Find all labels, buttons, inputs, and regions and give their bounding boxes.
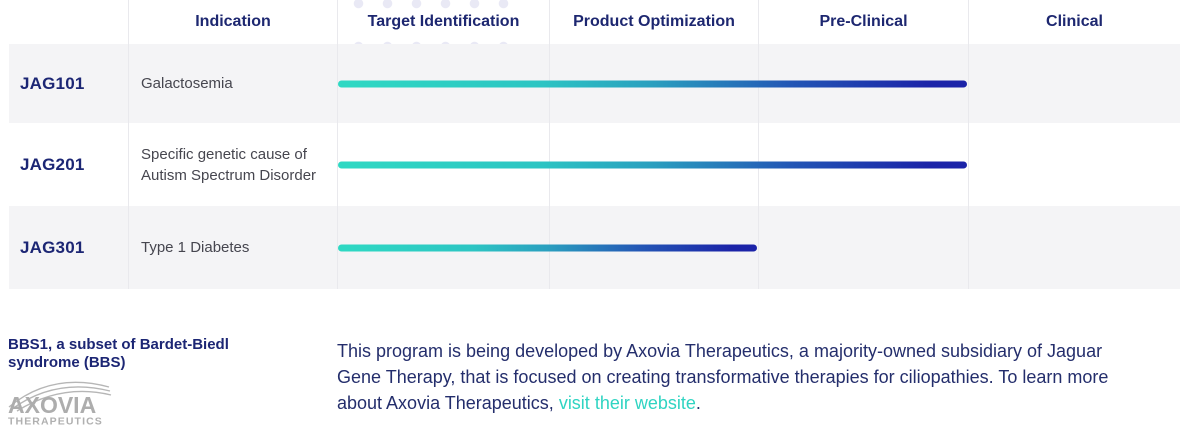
column-header-pre-clinical: Pre-Clinical <box>758 0 968 44</box>
table-row: JAG301 Type 1 Diabetes <box>9 206 1180 289</box>
column-header-label: Indication <box>195 13 271 30</box>
stage-cell <box>758 206 968 289</box>
logo-arc <box>8 381 110 408</box>
stage-cell <box>968 44 1180 123</box>
footer-left: BBS1, a subset of Bardet-Biedl syndrome … <box>8 336 337 426</box>
column-header-program <box>9 0 128 44</box>
column-header-target-identification: Target Identification <box>337 0 549 68</box>
stage-cell <box>337 123 549 206</box>
stage-cell <box>968 123 1180 206</box>
indication-text: Specific genetic cause of Autism Spectru… <box>128 123 337 206</box>
stage-cell <box>968 206 1180 289</box>
indication-text: Type 1 Diabetes <box>128 206 337 289</box>
column-header-label: Clinical <box>1046 13 1103 30</box>
column-header-clinical: Clinical <box>968 0 1180 44</box>
logo-subtitle: THERAPEUTICS <box>8 416 103 427</box>
column-header-label: Pre-Clinical <box>819 13 908 30</box>
column-header-label: Target Identification <box>367 13 520 30</box>
progress-bar <box>338 161 967 168</box>
logo-arc <box>16 390 112 412</box>
footer-section: BBS1, a subset of Bardet-Biedl syndrome … <box>0 336 1197 426</box>
table-row: JAG201 Specific genetic cause of Autism … <box>9 123 1180 206</box>
about-text: This program is being developed by Axovi… <box>337 338 1129 426</box>
axovia-logo: AXOVIA THERAPEUTICS <box>8 381 112 427</box>
about-text-before-link: This program is being developed by Axovi… <box>337 341 1109 413</box>
progress-bar <box>338 244 757 251</box>
stage-cell <box>337 206 549 289</box>
pipeline-table: Indication Target Identification Product… <box>9 0 1180 289</box>
column-header-indication: Indication <box>128 0 337 44</box>
table-row: JAG101 Galactosemia <box>9 44 1180 123</box>
table-header-row: Indication Target Identification Product… <box>9 0 1180 68</box>
column-header-product-optimization: Product Optimization <box>549 0 758 44</box>
indication-text: Galactosemia <box>128 44 337 123</box>
column-header-label: Product Optimization <box>573 13 735 30</box>
logo-arc <box>11 386 111 410</box>
program-name: JAG301 <box>20 237 85 257</box>
stage-cell <box>337 44 549 123</box>
about-text-after-link: . <box>695 393 701 413</box>
progress-bar <box>338 80 967 87</box>
program-name: JAG101 <box>20 73 85 93</box>
logo-wordmark: AXOVIA <box>8 392 96 418</box>
program-name: JAG201 <box>20 154 85 174</box>
website-link[interactable]: visit their website <box>558 393 696 413</box>
footnote: BBS1, a subset of Bardet-Biedl syndrome … <box>8 336 229 371</box>
